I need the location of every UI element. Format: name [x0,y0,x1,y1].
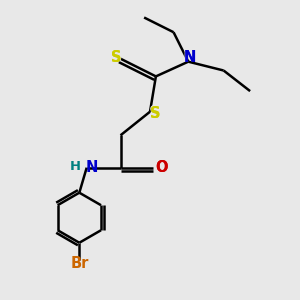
Text: S: S [111,50,122,65]
Text: S: S [150,106,160,121]
Text: N: N [184,50,196,65]
Text: Br: Br [70,256,88,271]
Text: O: O [155,160,167,175]
Text: N: N [184,50,196,65]
Text: O: O [154,159,169,177]
Text: H: H [70,160,81,173]
Text: N: N [86,160,98,175]
Text: S: S [149,104,161,122]
Text: S: S [150,106,160,121]
Text: N: N [182,48,197,66]
Text: O: O [155,160,167,175]
Text: S: S [111,50,122,65]
Text: S: S [110,48,122,66]
